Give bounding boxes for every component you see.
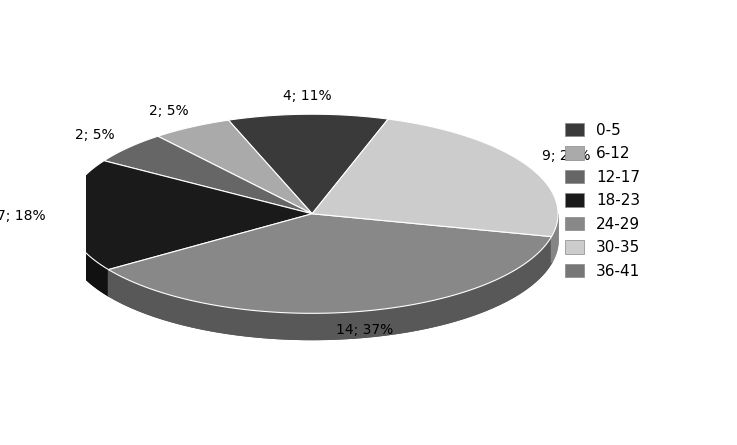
- Polygon shape: [108, 237, 551, 340]
- Polygon shape: [66, 214, 108, 296]
- Text: 14; 37%: 14; 37%: [336, 323, 394, 337]
- Polygon shape: [108, 214, 551, 313]
- Polygon shape: [158, 120, 312, 214]
- Polygon shape: [66, 214, 108, 296]
- Text: 7; 18%: 7; 18%: [0, 209, 45, 222]
- Text: 9; 24%: 9; 24%: [542, 149, 590, 163]
- Legend: 0-5, 6-12, 12-17, 18-23, 24-29, 30-35, 36-41: 0-5, 6-12, 12-17, 18-23, 24-29, 30-35, 3…: [559, 117, 646, 285]
- Text: 2; 5%: 2; 5%: [150, 104, 189, 118]
- Polygon shape: [108, 237, 551, 340]
- Polygon shape: [312, 119, 558, 237]
- Polygon shape: [551, 214, 558, 263]
- Text: 2; 5%: 2; 5%: [74, 128, 114, 142]
- Polygon shape: [228, 114, 388, 214]
- Polygon shape: [66, 161, 312, 270]
- Text: 4; 11%: 4; 11%: [283, 89, 332, 103]
- Polygon shape: [104, 136, 312, 214]
- Polygon shape: [551, 216, 558, 263]
